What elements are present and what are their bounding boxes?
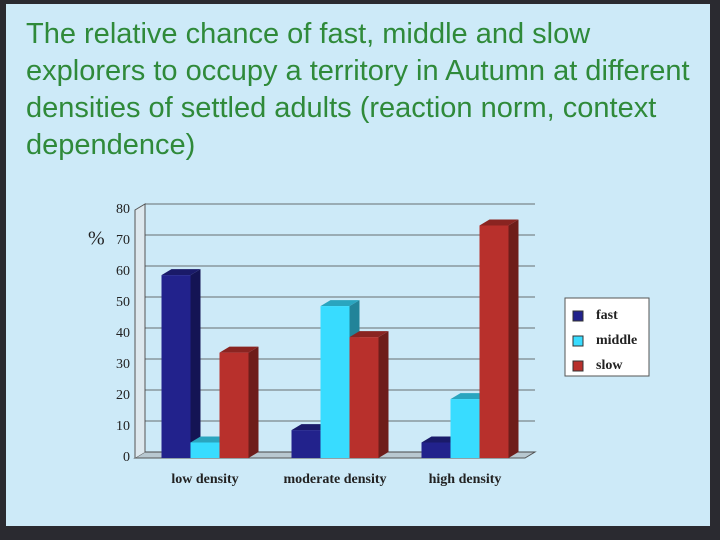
chart-title: The relative chance of fast, middle and … (26, 18, 690, 161)
y-tick-label: 60 (116, 264, 130, 279)
y-tick-label: 20 (116, 388, 130, 403)
bar (161, 269, 201, 458)
legend-label: middle (596, 333, 637, 348)
legend-swatch (572, 335, 584, 347)
y-tick-label: 10 (116, 419, 130, 434)
bar-front (161, 275, 191, 458)
bar (479, 219, 519, 458)
x-tick-label: low density (171, 472, 238, 487)
bar-front (219, 352, 249, 458)
bar-side (190, 269, 201, 458)
y-tick-label: 50 (116, 295, 130, 310)
x-tick-label: high density (429, 472, 502, 487)
bar-top (349, 331, 389, 338)
legend-label: fast (596, 308, 618, 323)
bar-top (161, 269, 201, 276)
y-tick-label: 70 (116, 233, 130, 248)
x-tick-label: moderate density (283, 472, 386, 487)
bar-side (508, 219, 519, 458)
bar-front (190, 442, 220, 458)
legend-label: slow (596, 358, 623, 373)
legend-swatch (572, 360, 584, 372)
y-tick-label: 80 (116, 202, 130, 217)
side-wall (134, 203, 146, 458)
bar (219, 346, 259, 458)
bar-front (421, 442, 451, 458)
bar (349, 331, 389, 458)
bar-front (450, 399, 480, 458)
bar-front (349, 337, 379, 458)
bar-side (378, 331, 389, 458)
bar-front (479, 225, 509, 458)
y-tick-label: 40 (116, 326, 130, 341)
bar-front (320, 306, 350, 458)
y-tick-label: 0 (123, 450, 130, 465)
y-axis-label: % (88, 228, 105, 250)
bar-front (291, 430, 321, 458)
bar-top (320, 300, 360, 307)
y-tick-label: 30 (116, 357, 130, 372)
bar-side (248, 346, 259, 458)
bar-top (479, 219, 519, 226)
legend-swatch (572, 310, 584, 322)
bar-top (219, 346, 259, 353)
